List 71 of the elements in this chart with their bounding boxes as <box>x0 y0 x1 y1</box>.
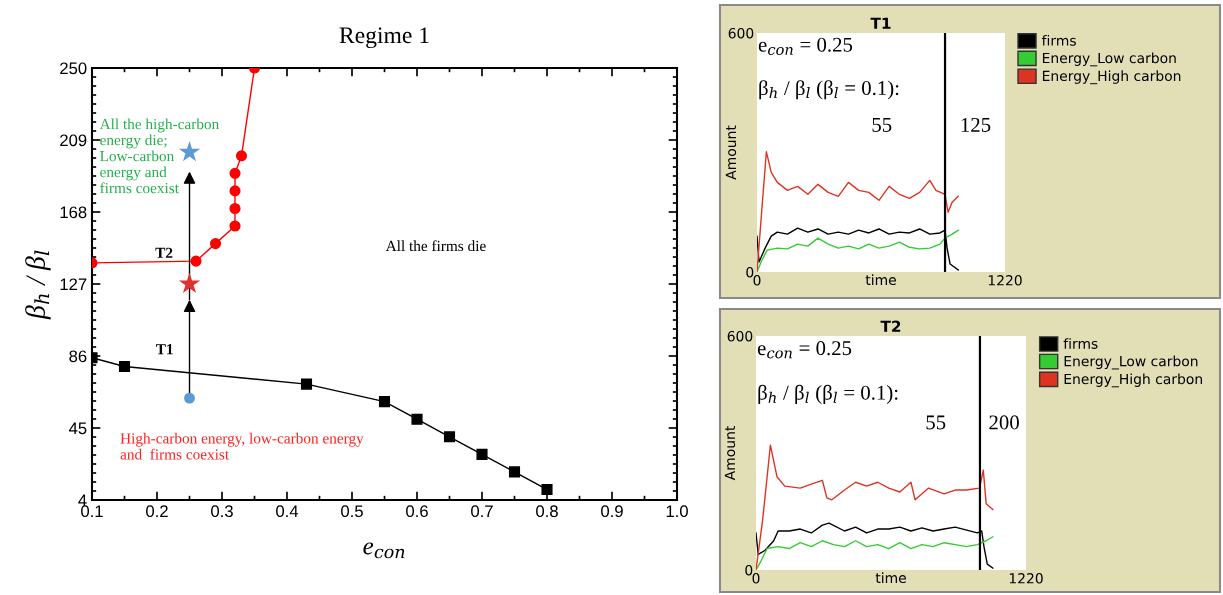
x-tick-label: 0.3 <box>211 505 233 518</box>
point <box>178 272 201 294</box>
x-tick-label: 0.5 <box>341 505 363 518</box>
legend-label: Energy_Low carbon <box>1042 52 1176 67</box>
y-tick-label: 0 <box>746 266 754 278</box>
point <box>443 431 456 443</box>
point <box>184 392 195 404</box>
point <box>476 448 488 460</box>
annotation: β$_{h}$ / β$_{l}$ (β$_{l}$ = 0.1): <box>758 384 898 404</box>
point <box>209 238 222 250</box>
line-series <box>756 536 994 570</box>
legend-label: Energy_High carbon <box>1064 373 1202 388</box>
point <box>508 466 521 478</box>
x-tick-label: 0.9 <box>601 505 623 518</box>
point <box>229 185 241 197</box>
y-tick-label: 86 <box>69 350 87 363</box>
annotation: e$_{con}$ = 0.25 <box>757 341 852 359</box>
point <box>229 167 241 179</box>
annotation: β$_{h}$ / β$_{l}$ (β$_{l}$ = 0.1): <box>759 80 899 100</box>
y-tick-label: 600 <box>727 330 753 342</box>
annotation: T2 <box>155 247 173 258</box>
point <box>300 378 313 390</box>
x-tick-label: 0.1 <box>81 505 103 518</box>
x-tick-label: 0.2 <box>146 505 168 518</box>
chart-title: T1 <box>870 17 891 29</box>
legend-label: Energy_High carbon <box>1042 70 1181 85</box>
legend-label: Energy_Low carbon <box>1064 355 1198 370</box>
line-series <box>756 444 994 570</box>
x-axis-title: time <box>865 274 896 286</box>
y-tick-label: 250 <box>60 62 87 75</box>
y-axis-title: β$_{h}$ / β$_{l}$ <box>25 250 51 320</box>
chart-title: T2 <box>880 320 901 332</box>
x-tick-label: 0.6 <box>406 505 428 518</box>
y-axis-title: Amount <box>725 125 737 180</box>
annotation: All the firms die <box>385 240 486 252</box>
point <box>229 220 241 232</box>
annotation: High-carbon energy, low-carbon energy and firms coexist <box>120 432 364 460</box>
x-tick-label: 0.7 <box>471 505 493 518</box>
point <box>378 396 391 408</box>
y-tick-label: 4 <box>78 494 87 507</box>
point <box>411 413 423 425</box>
point <box>229 202 241 215</box>
annotation: T1 <box>156 344 173 355</box>
point <box>118 360 131 373</box>
y-tick-label: 45 <box>68 422 87 435</box>
x-axis-title: time <box>875 572 906 584</box>
line-series <box>757 151 959 272</box>
y-tick-label: 209 <box>60 134 87 147</box>
y-tick-label: 127 <box>60 278 87 291</box>
legend-label: firms <box>1063 338 1098 349</box>
legend-label: firms <box>1041 35 1076 46</box>
point <box>190 255 202 267</box>
annotation: 125 <box>961 117 991 132</box>
annotation: 200 <box>989 415 1019 430</box>
annotation: 55 <box>926 415 946 430</box>
x-tick-label: 1.0 <box>666 505 688 518</box>
x-tick-label: 1220 <box>1009 573 1043 584</box>
y-axis-title: Amount <box>724 426 736 481</box>
x-tick-label: 0.4 <box>276 505 299 518</box>
annotation: e$_{con}$ = 0.25 <box>758 37 853 55</box>
point <box>235 150 248 162</box>
x-axis-title: e$_{con}$ <box>363 542 405 559</box>
chart-title: Regime 1 <box>339 27 429 49</box>
x-tick-label: 1220 <box>988 275 1022 286</box>
x-tick-label: 0.8 <box>536 505 558 518</box>
annotation: All the high-carbon energy die; Low-carbon energy and firms coexist <box>99 118 220 194</box>
annotation: 55 <box>872 118 892 132</box>
point <box>541 483 553 496</box>
y-tick-label: 168 <box>60 206 87 219</box>
y-tick-label: 600 <box>728 27 754 39</box>
y-tick-label: 0 <box>745 564 753 576</box>
